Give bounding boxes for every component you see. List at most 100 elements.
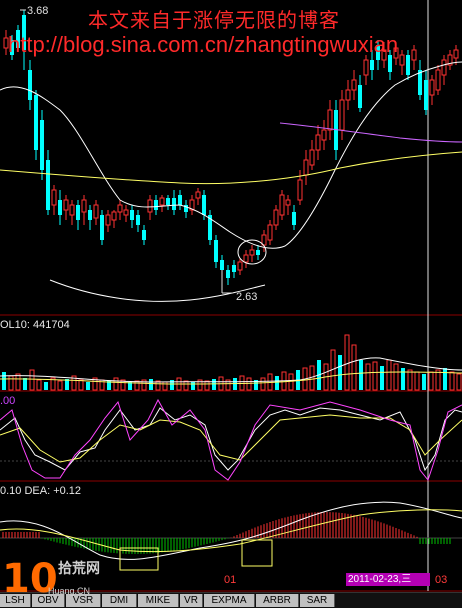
volume-bar [141, 379, 147, 391]
tab-vsr[interactable]: VSR [66, 594, 101, 607]
indicator-tab-bar: LSH OBV VSR DMI MIKE VR EXPMA ARBR SAR [0, 592, 462, 608]
candle-body [28, 70, 32, 100]
volume-bar [365, 363, 371, 391]
candle-body [22, 15, 26, 50]
volume-bar [351, 344, 357, 391]
volume-bar [191, 382, 195, 390]
candle-body [256, 250, 260, 255]
candle-body [189, 199, 195, 211]
candle-body [34, 95, 38, 150]
candle-body [105, 214, 111, 226]
candle-body [267, 224, 273, 241]
volume-bar [197, 379, 203, 391]
volume-bar [50, 377, 56, 391]
macd-highlight-box [241, 539, 273, 567]
candle-body [220, 260, 224, 270]
watermark-url: http://blog.sina.com.cn/zhangtingwuxian [8, 32, 399, 57]
candlestick-series [3, 10, 459, 285]
volume-bar [275, 376, 279, 390]
volume-bar [86, 382, 90, 390]
candle-body [351, 79, 357, 91]
candle-body [195, 191, 201, 199]
volume-bar [393, 363, 399, 391]
tab-sar[interactable]: SAR [300, 594, 335, 607]
volume-bar [183, 380, 189, 391]
volume-bar [449, 371, 455, 391]
kdj-d-line [0, 414, 462, 463]
volume-bar [78, 379, 84, 391]
volume-bar [15, 373, 21, 391]
candle-body [285, 199, 291, 206]
volume-bar [443, 368, 447, 390]
tab-mike[interactable]: MIKE [138, 594, 179, 607]
candle-body [370, 60, 374, 70]
volume-bar [212, 379, 216, 390]
cursor-hour-label: 03 [435, 574, 448, 586]
volume-bar [149, 379, 153, 390]
tab-vr[interactable]: VR [180, 594, 203, 607]
volume-bar [2, 372, 6, 390]
month-label: 01 [224, 574, 237, 586]
candle-body [136, 215, 140, 225]
volume-bar [435, 369, 441, 391]
volume-bar [380, 366, 384, 390]
candle-body [243, 254, 249, 263]
volume-bar [456, 373, 462, 391]
candle-body [321, 129, 327, 141]
volume-ma-line [0, 357, 462, 383]
candle-body [424, 80, 428, 110]
candle-body [178, 195, 182, 205]
tab-expma[interactable]: EXPMA [204, 594, 255, 607]
volume-bar [225, 379, 231, 391]
volume-bar [288, 373, 294, 391]
cursor-date-label: 2011-02-23,三 [346, 573, 430, 586]
candle-body [273, 209, 279, 226]
candle-body [279, 194, 285, 216]
tab-obv[interactable]: OBV [32, 594, 65, 607]
candle-body [208, 215, 212, 240]
site-logo: 10 拾荒网 Huang.CN [2, 556, 122, 604]
volume-bar [57, 380, 63, 391]
volume-bar [29, 369, 35, 391]
candle-body [58, 200, 62, 215]
candle-body [154, 200, 158, 210]
volume-bar [260, 377, 266, 391]
volume-bar [92, 377, 98, 391]
volume-bar [134, 380, 140, 391]
candle-body [214, 240, 218, 262]
candle-body [130, 210, 134, 220]
ma-short-line [0, 61, 462, 249]
volume-bar [309, 365, 315, 391]
candle-body [406, 55, 410, 75]
tab-lsh[interactable]: LSH [0, 594, 31, 607]
candle-body [159, 197, 165, 206]
tab-arbr[interactable]: ARBR [256, 594, 299, 607]
kdj-j-line [0, 398, 462, 482]
volume-bar [71, 375, 77, 391]
candle-body [388, 55, 392, 72]
candle-body [69, 204, 75, 216]
kdj-k-line [0, 407, 462, 472]
ma-mid-line [0, 151, 462, 185]
candle-body [393, 47, 399, 59]
volume-bar [344, 334, 350, 391]
volume-bar [359, 360, 363, 390]
volume-bar [407, 369, 413, 391]
candle-body [303, 159, 309, 176]
ma-long-line [279, 122, 462, 143]
tab-dmi[interactable]: DMI [102, 594, 137, 607]
candle-body [358, 85, 362, 108]
volume-bar [44, 382, 48, 390]
low-price-label: 2.63 [236, 291, 258, 303]
candle-body [76, 205, 80, 220]
candle-body [3, 37, 9, 49]
candle-body [117, 204, 123, 213]
candle-body [447, 54, 453, 66]
candle-body [418, 70, 422, 95]
volume-bar [65, 379, 69, 390]
volume-bar [386, 359, 392, 391]
volume-bar [120, 379, 126, 391]
volume-bar [233, 378, 237, 390]
candle-body [93, 204, 99, 219]
